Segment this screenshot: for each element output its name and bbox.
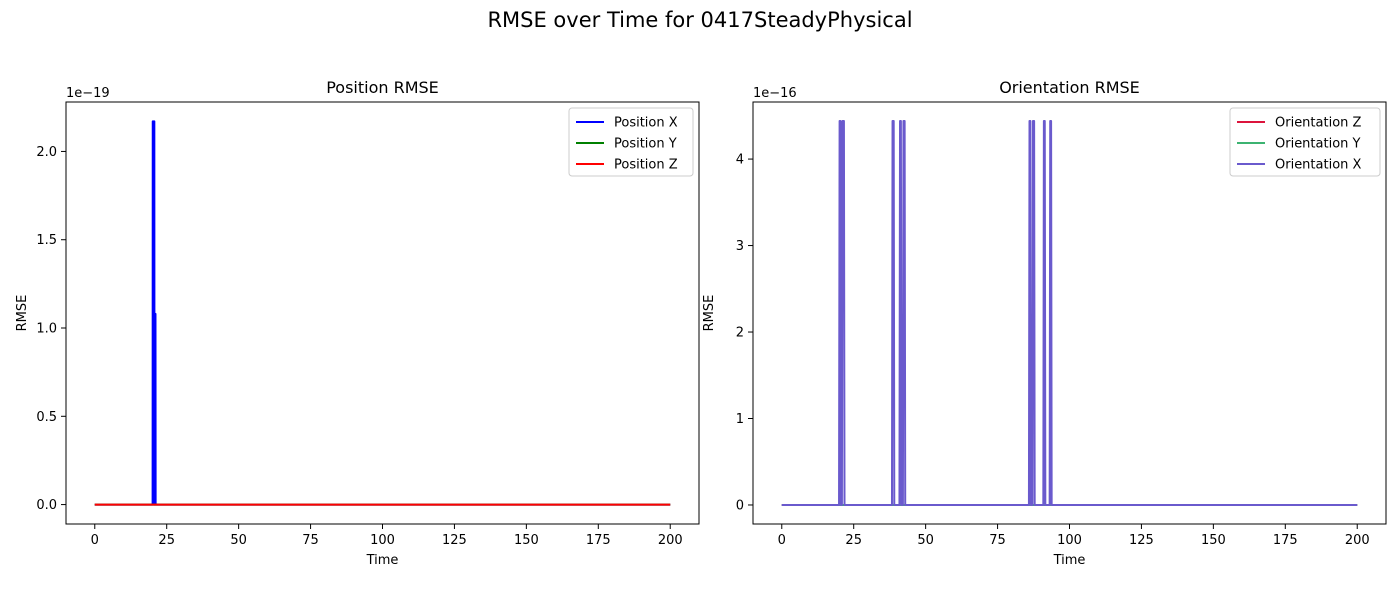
legend-box bbox=[1229, 107, 1381, 177]
x-tick-label: 0 bbox=[91, 533, 99, 548]
x-tick-label: 125 bbox=[442, 533, 467, 548]
y-tick-label: 1.5 bbox=[36, 233, 57, 248]
x-tick-label: 150 bbox=[1201, 533, 1226, 548]
x-tick-label: 200 bbox=[1345, 533, 1370, 548]
subplot-title: Orientation RMSE bbox=[999, 78, 1140, 97]
y-axis-label: RMSE bbox=[15, 295, 30, 332]
x-tick-label: 50 bbox=[230, 533, 247, 548]
y-offset-label: 1e−19 bbox=[66, 86, 110, 101]
x-tick-label: 175 bbox=[586, 533, 611, 548]
y-tick-label: 3 bbox=[736, 239, 744, 254]
x-tick-label: 100 bbox=[1057, 533, 1082, 548]
x-tick-label: 200 bbox=[658, 533, 683, 548]
subplot-title: Position RMSE bbox=[326, 78, 439, 97]
subplot-1: 0 25 50 75 100 125 150 175 200 0.0 0.5 1.0 1.5 2.0 1e−… bbox=[15, 78, 700, 568]
legend: Position X Position Y Position Z bbox=[568, 107, 694, 177]
subplot-2: 0 25 50 75 100 125 150 175 200 0 1 2 3 4 1e−16 Orientat… bbox=[702, 78, 1387, 568]
y-tick-label: 2 bbox=[736, 326, 744, 341]
x-tick-label: 0 bbox=[778, 533, 786, 548]
series-group bbox=[781, 120, 1358, 506]
series-line-3 bbox=[781, 120, 1358, 506]
series-line-1 bbox=[94, 120, 671, 506]
figure-title: RMSE over Time for 0417SteadyPhysical bbox=[487, 8, 912, 32]
x-tick-label: 75 bbox=[989, 533, 1006, 548]
series-group bbox=[94, 120, 671, 506]
legend-entry-3: Position Z bbox=[614, 158, 678, 173]
y-tick-label: 4 bbox=[736, 153, 744, 168]
legend: Orientation Z Orientation Y Orientation X bbox=[1229, 107, 1381, 177]
legend-entry-3: Orientation X bbox=[1275, 158, 1362, 173]
x-tick-label: 175 bbox=[1273, 533, 1298, 548]
legend-entry-2: Orientation Y bbox=[1275, 137, 1361, 152]
y-tick-label: 0.5 bbox=[36, 410, 57, 425]
y-offset-label: 1e−16 bbox=[753, 86, 797, 101]
y-tick-label: 1.0 bbox=[36, 322, 57, 337]
legend-entry-1: Position X bbox=[614, 116, 678, 131]
x-tick-label: 100 bbox=[370, 533, 395, 548]
y-axis-label: RMSE bbox=[702, 295, 717, 332]
x-axis-label: Time bbox=[366, 553, 399, 568]
legend-box bbox=[568, 107, 694, 177]
x-axis-label: Time bbox=[1053, 553, 1086, 568]
y-tick-label: 0.0 bbox=[36, 498, 57, 513]
x-tick-label: 75 bbox=[302, 533, 319, 548]
legend-entry-2: Position Y bbox=[614, 137, 677, 152]
x-tick-label: 50 bbox=[917, 533, 934, 548]
x-tick-label: 25 bbox=[158, 533, 175, 548]
x-tick-label: 25 bbox=[845, 533, 862, 548]
y-tick-label: 2.0 bbox=[36, 145, 57, 160]
y-tick-label: 0 bbox=[736, 498, 744, 513]
legend-entry-1: Orientation Z bbox=[1275, 116, 1362, 131]
y-tick-label: 1 bbox=[736, 412, 744, 427]
x-tick-label: 150 bbox=[514, 533, 539, 548]
x-tick-label: 125 bbox=[1129, 533, 1154, 548]
